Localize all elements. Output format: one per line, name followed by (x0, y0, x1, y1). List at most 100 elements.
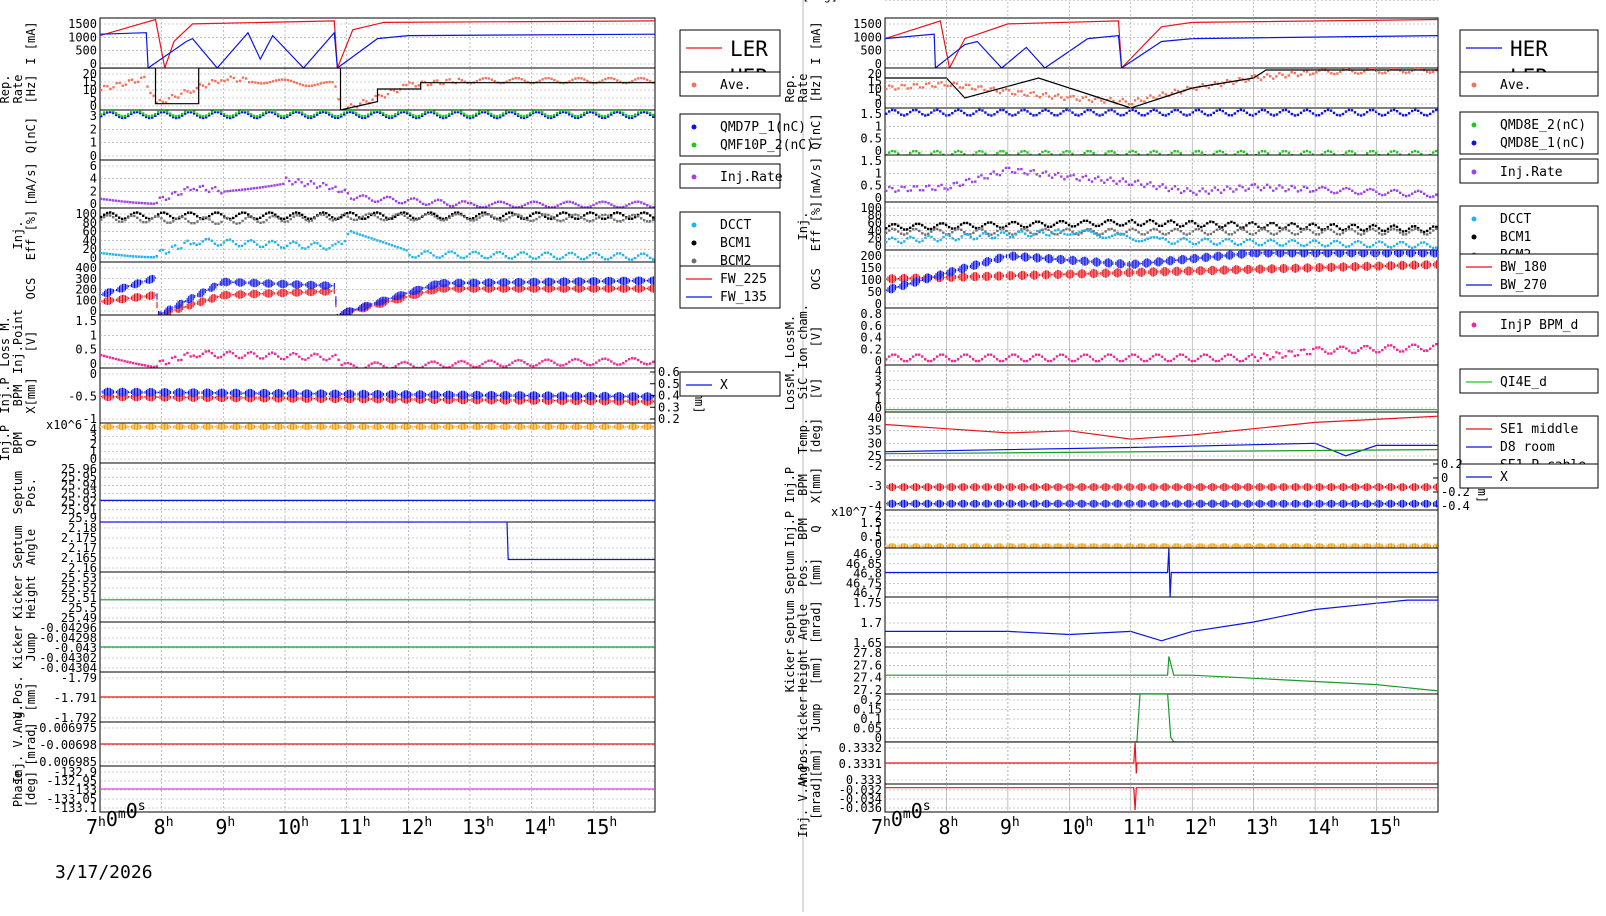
data-point (568, 200, 571, 203)
data-point (400, 202, 404, 205)
y-tick-label: 2 (875, 509, 882, 523)
data-point (475, 218, 478, 221)
data-point (172, 114, 175, 117)
data-point (595, 213, 598, 217)
data-point (619, 212, 622, 215)
data-point (325, 248, 328, 251)
panel-frame (99, 314, 656, 369)
data-point (1166, 359, 1170, 363)
data-point (535, 211, 538, 214)
data-point (1435, 225, 1438, 229)
data-point (559, 212, 562, 215)
data-point (349, 230, 353, 233)
data-point (1200, 151, 1203, 154)
legend-entry: X (720, 378, 728, 393)
data-point (1296, 241, 1300, 245)
data-point (415, 366, 418, 368)
data-point (1088, 355, 1092, 358)
data-point (573, 253, 577, 256)
data-point (897, 189, 900, 192)
data-point (1247, 187, 1250, 190)
data-point (1041, 228, 1044, 231)
legend-box (679, 113, 781, 157)
data-point (906, 113, 909, 116)
data-point (983, 223, 987, 226)
data-point (579, 257, 583, 261)
data-point (1259, 357, 1263, 360)
y-tick-label: 100 (860, 273, 882, 287)
data-point (607, 216, 610, 219)
data-point (538, 362, 541, 365)
data-point (1007, 89, 1011, 92)
data-point (613, 362, 616, 365)
data-point (109, 87, 112, 91)
data-point (1034, 353, 1038, 356)
data-point (190, 111, 193, 114)
data-point (361, 194, 365, 197)
y-tick-label: 10 (868, 82, 882, 96)
y-tick-label: 80 (868, 209, 882, 223)
data-point (115, 82, 118, 85)
series-bcm1-points (885, 218, 1438, 234)
data-point (1188, 232, 1191, 235)
data-point (1257, 244, 1261, 247)
data-point (1256, 359, 1260, 362)
data-point (471, 250, 474, 254)
data-point (1044, 108, 1047, 112)
data-point (180, 193, 183, 196)
data-point (1353, 230, 1357, 233)
data-point (529, 214, 532, 217)
data-point (352, 212, 355, 215)
data-point (637, 113, 640, 116)
data-point (352, 198, 356, 201)
data-point (499, 364, 502, 367)
data-point (436, 214, 439, 218)
data-point (1387, 191, 1390, 194)
y-tick-label: 80 (83, 216, 97, 230)
data-point (1107, 109, 1110, 112)
data-point (136, 110, 139, 112)
data-point (292, 240, 295, 243)
y-tick-label: -0.043 (54, 641, 97, 655)
data-point (1124, 180, 1127, 183)
data-point (1075, 178, 1078, 181)
data-point (418, 366, 421, 368)
data-point (235, 222, 238, 225)
data-point (570, 251, 574, 255)
data-point (117, 199, 120, 203)
data-point (1079, 355, 1083, 358)
data-point (490, 359, 493, 362)
y-axis-label: Kicker (11, 625, 25, 668)
data-point (443, 201, 446, 204)
y-tick-label: 40 (868, 411, 882, 425)
data-point (952, 81, 955, 85)
data-point (349, 110, 352, 114)
data-point (1206, 114, 1209, 117)
data-point (1429, 245, 1432, 248)
data-point (627, 258, 631, 261)
data-point (386, 92, 390, 96)
data-point (418, 216, 421, 220)
panel-frame (884, 596, 1439, 648)
data-point (142, 220, 145, 224)
data-point (1115, 182, 1118, 185)
y-tick-label: 1500 (853, 17, 882, 31)
data-point (1311, 112, 1315, 115)
data-point (595, 202, 598, 205)
data-point (924, 82, 928, 86)
data-point (1176, 150, 1179, 153)
data-point (403, 110, 406, 112)
data-point (484, 76, 487, 80)
data-point (508, 211, 511, 214)
data-point (280, 217, 283, 220)
y-tick-label: 0.6 (860, 319, 882, 333)
data-point (1344, 151, 1348, 154)
data-point (216, 356, 219, 359)
data-point (146, 85, 149, 88)
legend-entry: BW_180 (1500, 260, 1547, 275)
data-point (120, 254, 123, 257)
data-point (450, 250, 453, 253)
data-point (100, 215, 103, 219)
data-point (550, 215, 553, 218)
data-point (604, 116, 607, 119)
